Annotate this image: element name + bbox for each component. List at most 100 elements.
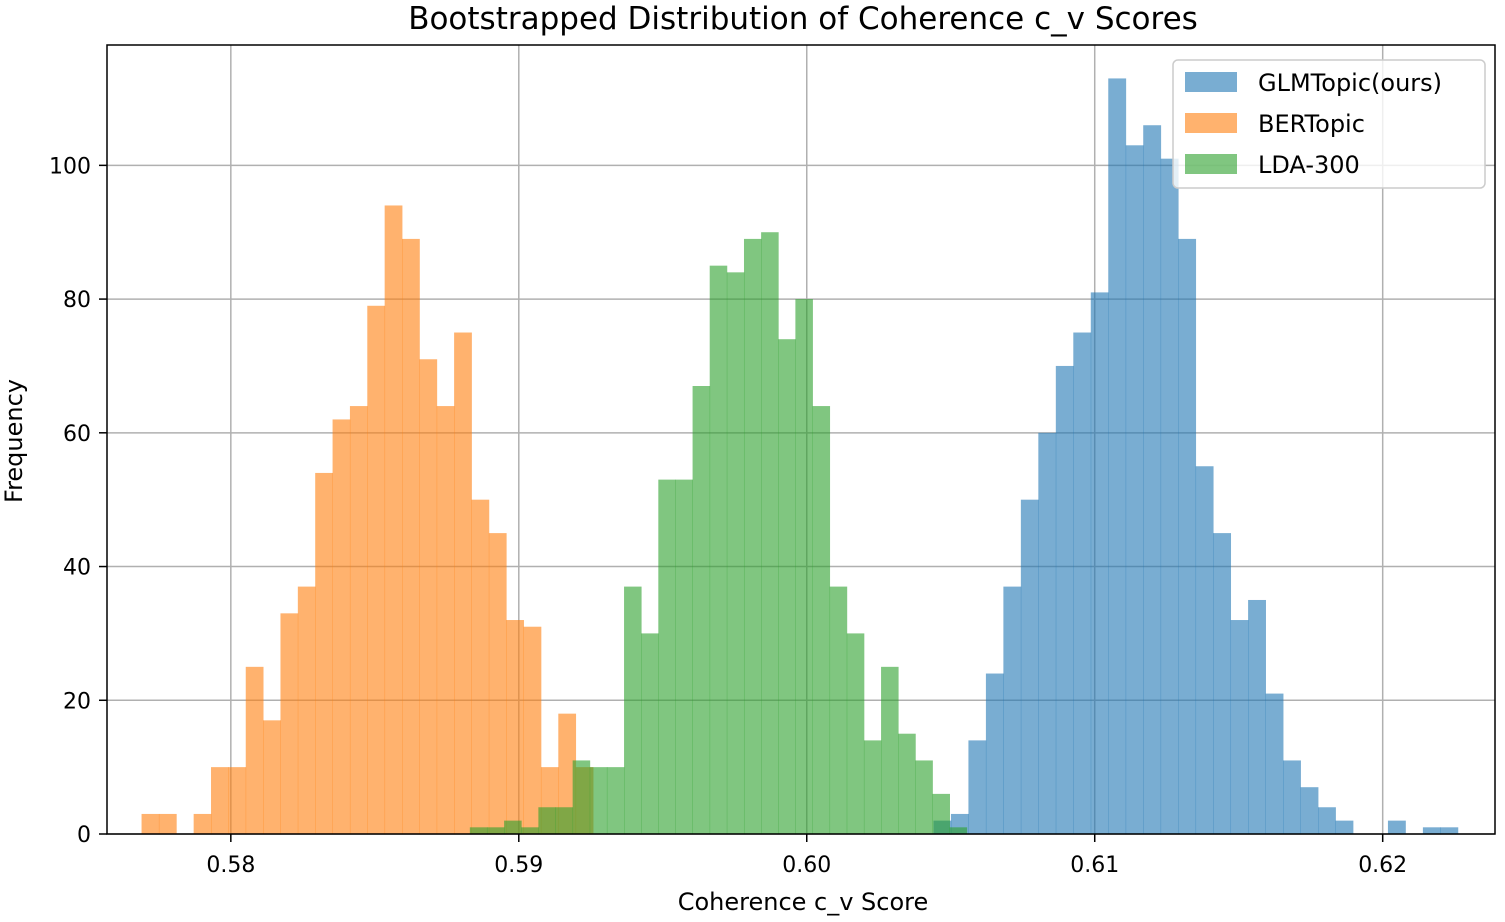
y-tick-label: 40 [63,556,91,581]
histogram-bar [778,339,796,834]
histogram-bar [1213,533,1232,834]
histogram-bar [761,232,779,834]
histogram-bar [488,533,507,834]
histogram-bar [1178,238,1197,834]
histogram-bar [523,626,542,834]
histogram-bar [471,499,490,834]
histogram-bar [384,205,403,834]
histogram-bar [1335,820,1354,834]
histogram-bar [297,586,316,834]
histogram-bars [141,78,1459,835]
histogram-bar [1440,827,1459,834]
histogram-bar [228,767,247,834]
histogram-bar [1125,145,1144,834]
histogram-bar [1318,807,1336,834]
x-axis-label: Coherence c_v Score [678,888,929,916]
histogram-bar [1387,820,1406,834]
histogram-bar [915,760,933,834]
histogram-bar [968,740,987,834]
legend-label: LDA-300 [1258,151,1360,179]
legend-label: BERTopic [1258,110,1365,138]
histogram-bar [985,673,1004,834]
histogram-bar [506,620,524,834]
histogram-bar [454,332,472,834]
histogram-bar [1108,78,1127,835]
histogram-bar [1143,125,1162,834]
histogram-bar [846,633,865,834]
histogram-bar [1020,499,1039,834]
histogram-bar [538,807,556,834]
histogram-bar [555,807,574,834]
histogram-bar [1265,693,1284,834]
histogram-bar [692,386,711,834]
histogram-bar [280,613,299,834]
histogram-bar [263,720,281,834]
histogram-bar [1160,158,1179,834]
legend-label: GLMTopic(ours) [1258,69,1442,97]
histogram-bar [606,767,625,834]
histogram-bar [1090,292,1109,834]
histogram-bar [881,666,899,834]
histogram-bar [558,713,577,834]
histogram-bar [1038,432,1057,834]
histogram-bar [709,265,728,834]
histogram-bar [658,479,676,834]
x-tick-label: 0.58 [206,853,255,878]
histogram-bar [193,813,212,834]
y-tick-label: 60 [63,422,91,447]
histogram-bar [1248,599,1266,834]
y-tick-label: 100 [49,154,91,179]
histogram-bar [315,472,333,834]
histogram-bar [141,813,160,834]
histogram-bar [726,272,745,834]
histogram-bar [332,419,351,834]
x-tick-label: 0.59 [494,853,543,878]
histogram-bar [1230,620,1249,834]
x-tick-label: 0.61 [1070,853,1119,878]
histogram-bar [932,793,950,834]
histogram-bar [949,827,968,834]
histogram-bar [675,479,693,834]
histogram-bar [1300,787,1319,834]
histogram-bar [486,827,505,834]
x-tick-label: 0.62 [1358,853,1407,878]
series-glmtopic-ours [933,78,1459,835]
axis-ticks: 0.58 0.59 0.60 0.61 0.62 0 20 40 60 80 100 [49,154,1407,878]
y-axis-label: Frequency [0,379,28,503]
histogram-bar [1422,827,1441,834]
y-tick-label: 0 [77,823,91,848]
histogram-bar [504,820,522,834]
histogram-bar [1003,586,1022,834]
legend-swatch [1185,113,1237,133]
legend-box [1172,59,1486,189]
x-tick-label: 0.60 [782,853,831,878]
histogram-bar [349,406,368,834]
histogram-bar [367,305,386,834]
series-lda-300 [469,232,968,835]
histogram-bar [589,767,608,834]
histogram-bar [158,813,177,834]
histogram-bar [812,406,831,834]
histogram-bar [641,633,659,834]
histogram-bar [1195,466,1214,834]
y-tick-label: 20 [63,689,91,714]
plot-frame [106,44,1496,835]
legend-swatch [1185,72,1237,92]
legend: GLMTopic(ours) BERTopic LDA-300 [1172,59,1486,189]
histogram-bar [572,760,591,834]
histogram-bar [1073,332,1092,834]
histogram-bar [829,586,848,834]
histogram-bar [795,299,813,835]
histogram-bar [743,238,762,834]
histogram-bar [402,238,420,834]
histogram-bar [898,733,916,834]
series-bertopic [141,205,594,834]
y-tick-label: 80 [63,288,91,313]
histogram-bar [211,767,229,834]
histogram-bar [436,406,455,834]
histogram-bar [245,666,264,834]
histogram-bar [521,827,539,834]
legend-swatch [1185,154,1237,174]
histogram-bar [624,586,642,834]
